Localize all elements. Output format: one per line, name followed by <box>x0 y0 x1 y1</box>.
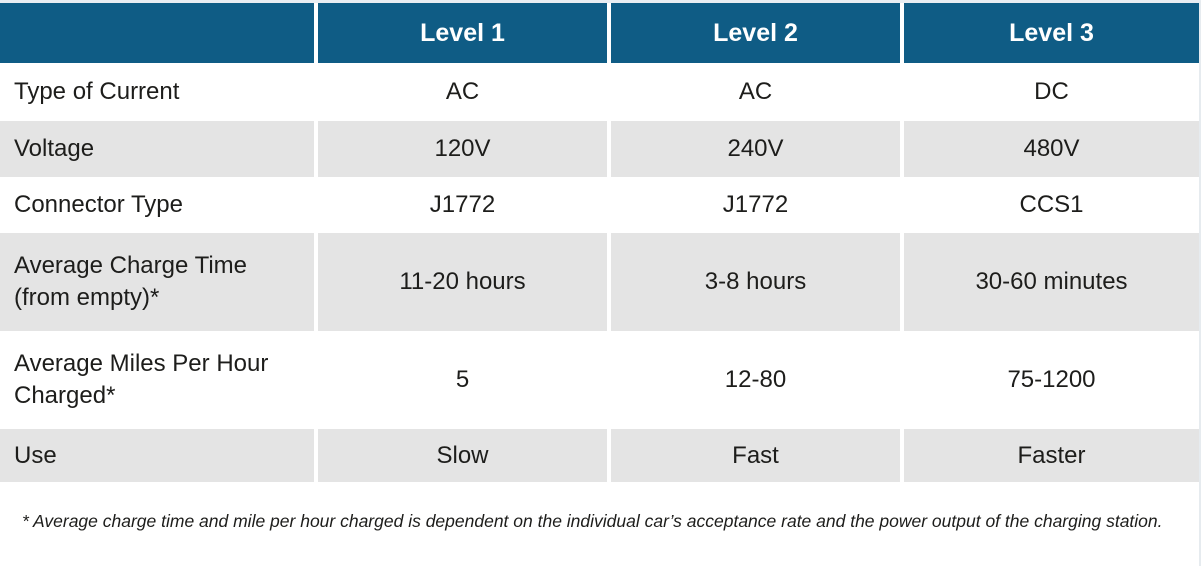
cell-level-1: 5 <box>314 331 609 429</box>
cell-level-2: Fast <box>607 429 902 482</box>
cell-level-3: 30-60 minutes <box>900 233 1199 331</box>
charging-levels-table: Level 1 Level 2 Level 3 Type of Current … <box>0 3 1199 482</box>
header-cell-level-1: Level 1 <box>314 3 609 63</box>
cell-level-3: CCS1 <box>900 177 1199 233</box>
cell-level-1: J1772 <box>314 177 609 233</box>
row-label: Type of Current <box>0 63 316 121</box>
table-row-average-charge-time: Average Charge Time (from empty)* 11-20 … <box>0 233 1199 331</box>
table-row-voltage: Voltage 120V 240V 480V <box>0 121 1199 177</box>
cell-level-2: AC <box>607 63 902 121</box>
row-label: Voltage <box>0 121 316 177</box>
table-row-connector-type: Connector Type J1772 J1772 CCS1 <box>0 177 1199 233</box>
header-cell-empty <box>0 3 316 63</box>
header-row: Level 1 Level 2 Level 3 <box>0 3 1199 63</box>
cell-level-3: Faster <box>900 429 1199 482</box>
cell-level-3: 480V <box>900 121 1199 177</box>
table-row-type-of-current: Type of Current AC AC DC <box>0 63 1199 121</box>
footnote: * Average charge time and mile per hour … <box>22 511 1163 531</box>
cell-level-2: 240V <box>607 121 902 177</box>
cell-level-3: DC <box>900 63 1199 121</box>
row-label: Average Charge Time (from empty)* <box>0 233 316 331</box>
cell-level-2: J1772 <box>607 177 902 233</box>
cell-level-1: 11-20 hours <box>314 233 609 331</box>
row-label: Use <box>0 429 316 482</box>
table-row-average-miles-per-hour: Average Miles Per Hour Charged* 5 12-80 … <box>0 331 1199 429</box>
cell-level-1: AC <box>314 63 609 121</box>
row-label: Average Miles Per Hour Charged* <box>0 331 316 429</box>
row-label: Connector Type <box>0 177 316 233</box>
cell-level-3: 75-1200 <box>900 331 1199 429</box>
table-row-use: Use Slow Fast Faster <box>0 429 1199 482</box>
cell-level-2: 3-8 hours <box>607 233 902 331</box>
cell-level-1: 120V <box>314 121 609 177</box>
cell-level-2: 12-80 <box>607 331 902 429</box>
cell-level-1: Slow <box>314 429 609 482</box>
header-cell-level-3: Level 3 <box>900 3 1199 63</box>
header-cell-level-2: Level 2 <box>607 3 902 63</box>
